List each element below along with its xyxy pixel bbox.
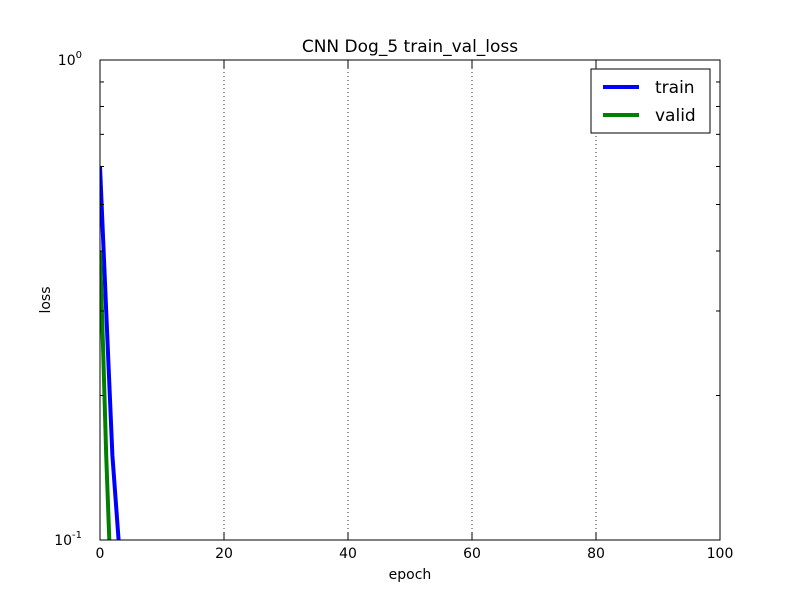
- x-tick-label: 0: [96, 546, 105, 562]
- x-tick-label: 80: [587, 546, 605, 562]
- y-tick-label-base: 10: [54, 533, 72, 549]
- plot-frame: [99, 59, 721, 541]
- y-tick-label: 10-1: [54, 530, 82, 549]
- y-tick-label: 100: [58, 50, 82, 69]
- chart-title: CNN Dog_5 train_val_loss: [302, 37, 518, 57]
- grid-lines: [223, 60, 597, 540]
- y-tick-label-base: 10: [58, 53, 76, 69]
- legend-label-valid: valid: [655, 106, 696, 126]
- legend-box: [590, 68, 711, 134]
- x-tick-label: 100: [707, 546, 734, 562]
- series-layer: [100, 166, 121, 540]
- x-tick-label: 40: [339, 546, 357, 562]
- x-axis-label: epoch: [389, 567, 432, 583]
- x-tick-label: 20: [215, 546, 233, 562]
- legend-label-train: train: [655, 78, 695, 98]
- legend: train valid: [590, 68, 711, 134]
- y-tick-label-exponent: 0: [76, 50, 82, 61]
- series-line-train: [100, 166, 121, 540]
- y-axis-label: loss: [38, 286, 54, 313]
- x-tick-label: 60: [463, 546, 481, 562]
- series-line-valid: [100, 250, 112, 540]
- y-tick-label-exponent: -1: [72, 530, 82, 541]
